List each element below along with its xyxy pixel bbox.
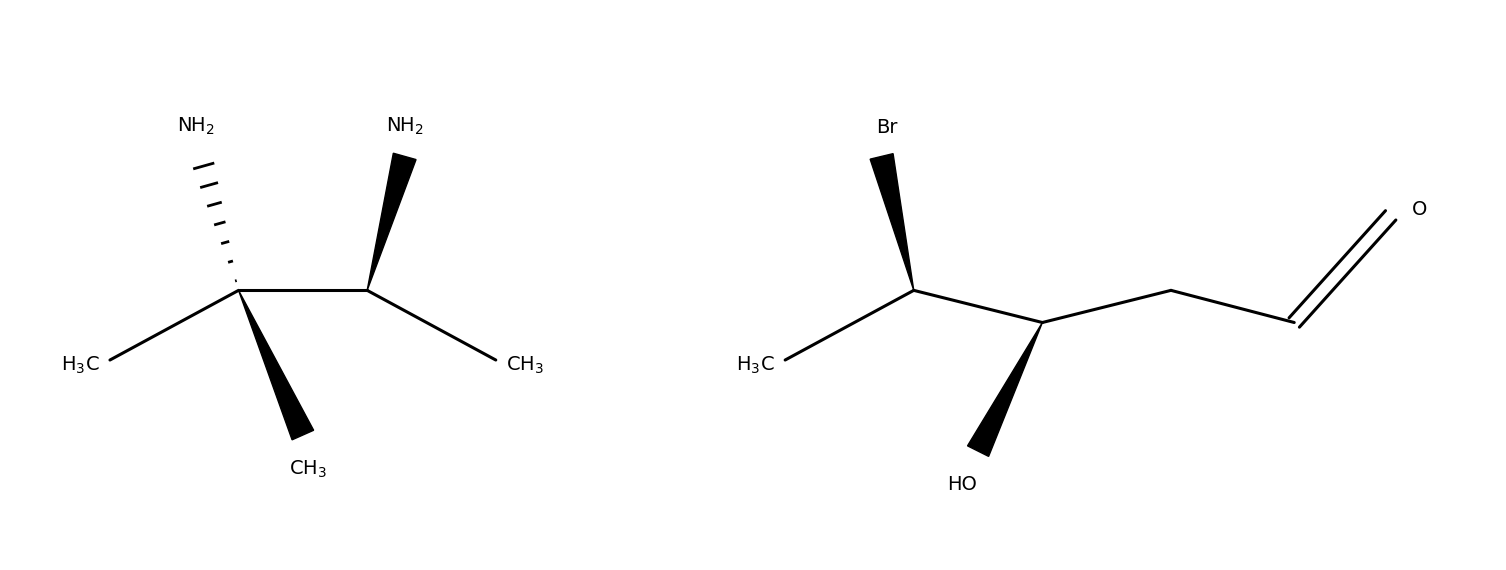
Text: H$_3$C: H$_3$C xyxy=(736,355,774,376)
Text: Br: Br xyxy=(876,118,898,137)
Text: H$_3$C: H$_3$C xyxy=(60,355,99,376)
Polygon shape xyxy=(367,153,416,290)
Text: NH$_2$: NH$_2$ xyxy=(176,116,215,137)
Text: NH$_2$: NH$_2$ xyxy=(386,116,423,137)
Polygon shape xyxy=(967,323,1042,457)
Polygon shape xyxy=(238,290,313,440)
Text: CH$_3$: CH$_3$ xyxy=(289,459,327,480)
Text: CH$_3$: CH$_3$ xyxy=(506,355,545,376)
Text: HO: HO xyxy=(947,475,977,494)
Text: O: O xyxy=(1413,201,1428,219)
Polygon shape xyxy=(870,154,914,290)
